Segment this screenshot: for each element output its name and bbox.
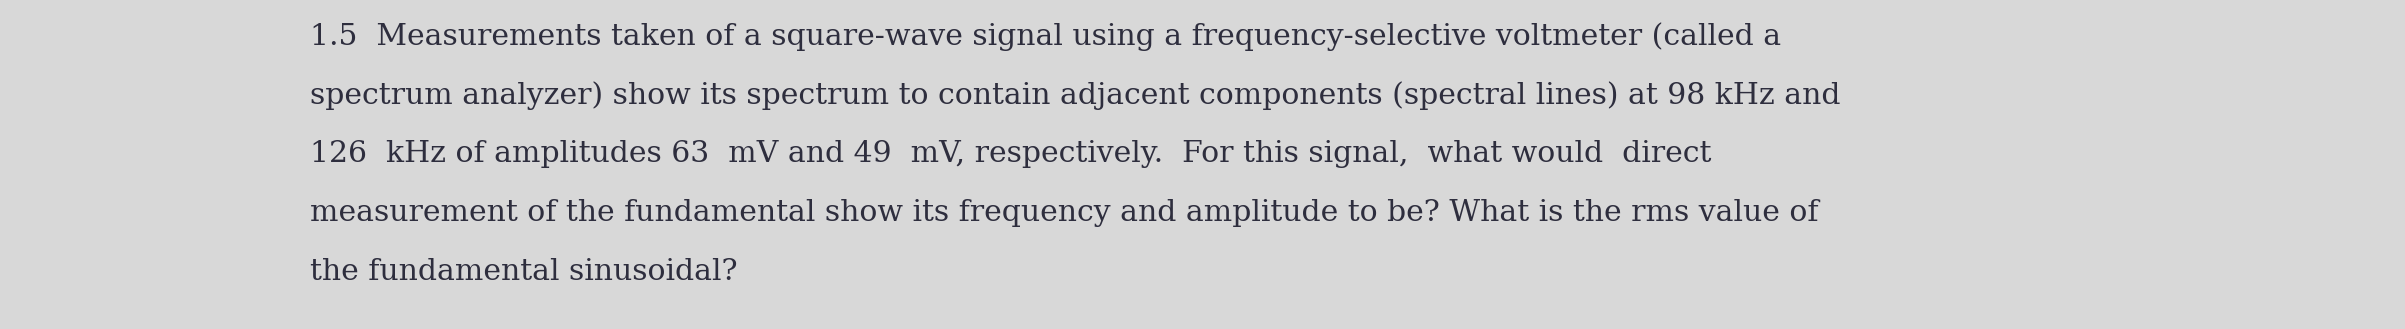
Text: 1.5  Measurements taken of a square-wave signal using a frequency-selective volt: 1.5 Measurements taken of a square-wave … (310, 22, 1782, 51)
Text: measurement of the fundamental show its frequency and amplitude to be? What is t: measurement of the fundamental show its … (310, 199, 1818, 227)
Text: 126  kHz of amplitudes 63  mV and 49  mV, respectively.  For this signal,  what : 126 kHz of amplitudes 63 mV and 49 mV, r… (310, 140, 1712, 168)
Text: spectrum analyzer) show its spectrum to contain adjacent components (spectral li: spectrum analyzer) show its spectrum to … (310, 81, 1840, 110)
Text: the fundamental sinusoidal?: the fundamental sinusoidal? (310, 258, 738, 286)
